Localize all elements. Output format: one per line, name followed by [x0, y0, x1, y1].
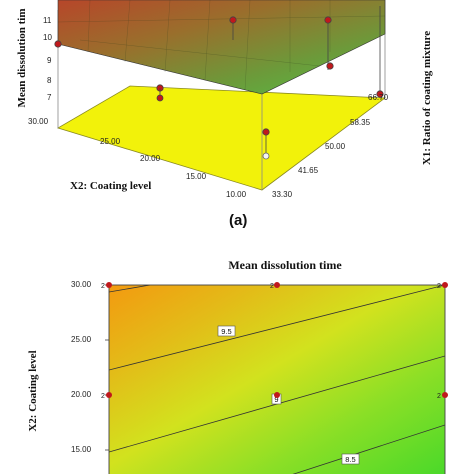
design-point — [54, 40, 62, 48]
x-tick: 20.00 — [140, 154, 161, 163]
design-points-3d — [54, 6, 384, 160]
z-tick: 10 — [43, 33, 52, 42]
contour-y-tick: 15.00 — [71, 445, 92, 454]
design-point — [156, 94, 164, 102]
contour-design-point — [274, 392, 280, 398]
contour-label-box — [341, 453, 360, 465]
contour-design-point — [274, 282, 280, 288]
x-tick: 15.00 — [186, 172, 207, 181]
contour-design-point — [106, 392, 112, 398]
contour-design-point — [442, 282, 448, 288]
design-point — [262, 128, 270, 136]
y-tick: 41.65 — [298, 166, 319, 175]
response-surface — [57, 0, 386, 95]
panel-label: (a) — [229, 212, 248, 229]
x-tick: 25.00 — [100, 137, 121, 146]
surface-xlabel: X2: Coating level — [70, 180, 152, 192]
point-count-label: 2 — [437, 393, 441, 400]
z-tick: 9 — [47, 56, 52, 65]
contour-y-tick: 30.00 — [71, 280, 92, 289]
z-tick: 8 — [47, 76, 52, 85]
contour-design-point — [442, 392, 448, 398]
x-tick: 10.00 — [226, 190, 247, 199]
surface-plot-3d — [54, 0, 387, 191]
contour-label: 9.5 — [221, 327, 231, 336]
point-count-label: 2 — [270, 283, 274, 290]
z-tick: 7 — [47, 93, 52, 102]
contour-plot: 9.5 9 8.5 2 2 2 2 2 — [101, 282, 448, 474]
x-tick: 30.00 — [28, 117, 49, 126]
surface-ylabel: X1: Ratio of coating mixture — [421, 30, 433, 166]
contour-y-tick: 25.00 — [71, 335, 92, 344]
y-tick: 33.30 — [272, 190, 293, 199]
surface-zlabel: Mean dissolution tim — [16, 8, 28, 108]
contour-design-point — [106, 282, 112, 288]
design-point — [262, 152, 270, 160]
y-tick: 66.70 — [368, 93, 389, 102]
contour-line — [109, 285, 151, 293]
contour-label: 8.5 — [345, 455, 355, 464]
design-point — [324, 16, 332, 24]
design-point — [229, 16, 237, 24]
point-count-label: 2 — [437, 283, 441, 290]
contour-line — [109, 285, 445, 371]
contour-title: Mean dissolution time — [228, 258, 342, 272]
contour-fill — [108, 284, 446, 474]
point-count-label: 2 — [101, 283, 105, 290]
contour-y-tick: 20.00 — [71, 390, 92, 399]
contour-label: 9 — [274, 395, 278, 404]
y-tick: 58.35 — [350, 118, 371, 127]
contour-label-box — [217, 325, 236, 337]
point-count-label: 2 — [101, 393, 105, 400]
design-point — [376, 90, 384, 98]
design-point — [326, 62, 334, 70]
surface-mesh — [57, 0, 386, 91]
z-tick: 11 — [43, 16, 52, 25]
y-tick: 50.00 — [325, 142, 346, 151]
